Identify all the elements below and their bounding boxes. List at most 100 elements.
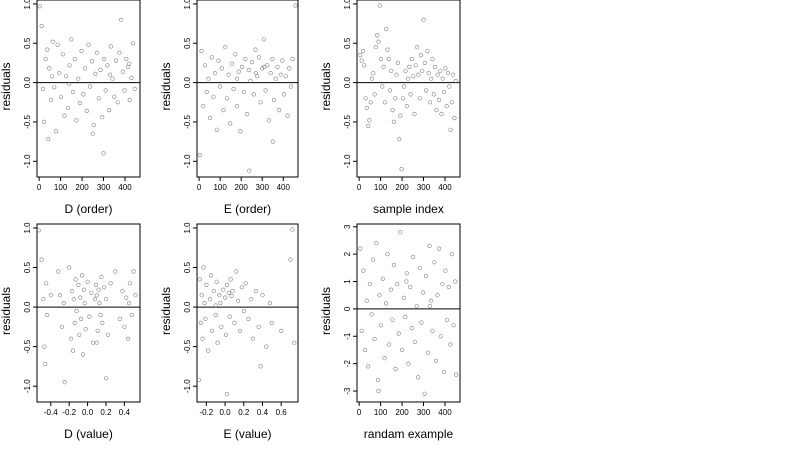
data-point: [454, 372, 459, 377]
x-axis-title: randam example: [364, 427, 454, 441]
data-point: [375, 378, 381, 383]
data-point: [367, 282, 373, 287]
data-point: [278, 72, 283, 77]
data-point: [358, 246, 363, 251]
y-axis-title: residuals: [319, 287, 333, 335]
data-point: [201, 265, 206, 270]
data-point: [203, 316, 208, 322]
data-point: [363, 347, 368, 353]
data-point: [375, 33, 380, 38]
data-point: [36, 228, 41, 233]
data-point: [40, 86, 46, 91]
data-point: [363, 96, 368, 101]
data-point: [264, 344, 269, 349]
data-point: [288, 84, 293, 89]
data-point: [412, 339, 418, 344]
data-point: [385, 47, 390, 52]
data-point: [77, 100, 82, 106]
data-point: [131, 41, 136, 46]
data-point: [258, 100, 263, 105]
data-point: [383, 301, 389, 306]
data-point: [427, 100, 433, 105]
data-point: [389, 68, 394, 73]
data-point: [96, 96, 101, 101]
data-point: [224, 282, 229, 288]
data-point: [424, 273, 429, 279]
data-point: [250, 59, 255, 65]
data-point: [206, 76, 211, 81]
data-point: [412, 111, 417, 117]
data-point: [438, 334, 443, 339]
data-point: [41, 119, 47, 124]
data-point: [232, 320, 237, 326]
x-tick-label: 300: [256, 183, 270, 192]
data-point: [215, 340, 220, 345]
data-point: [277, 107, 282, 113]
data-point: [127, 61, 132, 66]
data-point: [386, 56, 391, 62]
data-point: [91, 122, 96, 128]
data-point: [218, 84, 223, 89]
scatter-panel: 0 100 200 300 400 -3 -2 -1 0 1 2 3 randam example res…: [319, 223, 461, 441]
data-point: [390, 317, 395, 322]
y-axis-title: residuals: [0, 287, 13, 335]
data-point: [394, 72, 399, 77]
x-tick-label: 300: [417, 183, 431, 192]
x-axis-title: E (value): [223, 427, 271, 441]
data-point: [270, 56, 275, 62]
data-point: [124, 56, 129, 62]
data-point: [200, 336, 205, 341]
data-point: [268, 71, 273, 76]
data-point: [234, 269, 239, 274]
data-point: [449, 100, 454, 105]
data-point: [53, 129, 59, 134]
y-tick-label: 2: [343, 251, 352, 256]
data-point: [440, 76, 445, 81]
x-tick-label: 100: [54, 183, 68, 192]
x-axis-title: sample index: [373, 202, 444, 216]
data-point: [246, 316, 251, 322]
data-point: [219, 324, 224, 329]
data-point: [364, 298, 369, 303]
data-point: [132, 86, 137, 91]
y-tick-label: -1.0: [23, 154, 32, 168]
data-point: [431, 92, 436, 97]
data-point: [422, 60, 427, 66]
data-point: [214, 279, 219, 284]
data-point: [204, 282, 209, 288]
data-point: [90, 340, 96, 345]
data-point: [384, 27, 389, 32]
data-point: [358, 52, 363, 58]
data-point: [39, 257, 44, 262]
data-point: [227, 314, 232, 319]
data-point: [229, 293, 234, 299]
data-point: [57, 293, 63, 298]
data-point: [62, 113, 67, 118]
x-tick-label: 0.6: [276, 408, 288, 417]
data-point: [211, 94, 216, 99]
data-point: [393, 367, 398, 372]
data-point: [441, 369, 447, 375]
data-point: [113, 269, 118, 274]
data-point: [371, 257, 376, 262]
y-axis-title: residuals: [0, 62, 13, 110]
data-point: [72, 56, 77, 62]
data-point: [435, 293, 440, 298]
data-point: [236, 298, 241, 303]
data-point: [108, 281, 113, 286]
data-point: [443, 66, 448, 71]
y-tick-label: 0.5: [343, 37, 352, 49]
data-point: [103, 88, 108, 93]
data-point: [430, 56, 435, 62]
x-tick-label: 0.0: [82, 408, 94, 417]
data-point: [249, 297, 254, 302]
data-point: [223, 332, 229, 337]
x-tick-label: 0.2: [100, 408, 112, 417]
data-point: [440, 282, 445, 287]
x-tick-label: 300: [97, 183, 111, 192]
data-point: [377, 293, 382, 298]
data-point: [124, 295, 129, 300]
data-point: [406, 361, 411, 366]
data-point: [207, 115, 213, 121]
data-point: [60, 52, 65, 57]
